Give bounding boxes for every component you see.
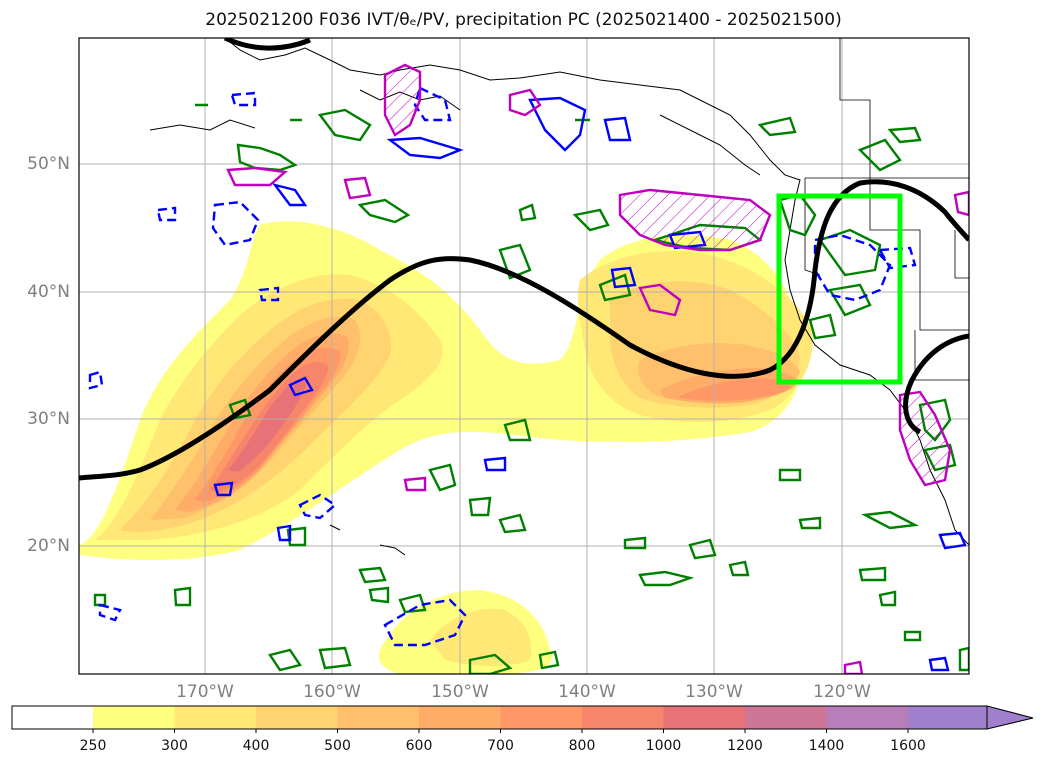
blue-contours bbox=[213, 96, 967, 672]
colorbar-label: 400 bbox=[242, 738, 270, 754]
colorbar-swatch-under bbox=[12, 706, 93, 729]
colorbar-swatch bbox=[826, 706, 909, 729]
colorbar-label: 300 bbox=[161, 738, 188, 754]
colorbar-swatch bbox=[582, 706, 664, 729]
colorbar-label: 250 bbox=[79, 738, 107, 754]
map-title: 2025021200 F036 IVT/θₑ/PV, precipitation… bbox=[205, 10, 842, 30]
colorbar-swatch bbox=[256, 706, 338, 729]
map-frame bbox=[78, 37, 970, 675]
colorbar-swatch bbox=[745, 706, 827, 729]
lon-label-120w: 120°W bbox=[813, 682, 871, 702]
jet-lines bbox=[79, 38, 969, 481]
precipitation-region-box bbox=[776, 193, 903, 385]
colorbar-swatch bbox=[419, 706, 501, 729]
lon-label-160w: 160°W bbox=[303, 682, 361, 702]
colorbar-label: 1400 bbox=[808, 738, 845, 754]
colorbar-extend-arrow bbox=[986, 705, 1034, 730]
colorbar-swatches bbox=[12, 706, 987, 729]
colorbar-ticks bbox=[92, 729, 909, 733]
colorbar-frame bbox=[11, 705, 988, 730]
colorbar-label: 1200 bbox=[727, 738, 763, 754]
lat-label-20n: 20°N bbox=[27, 536, 70, 556]
colorbar-label: 1600 bbox=[890, 738, 926, 754]
magenta-contours bbox=[226, 63, 969, 674]
lon-label-140w: 140°W bbox=[558, 682, 616, 702]
colorbar-label: 800 bbox=[568, 738, 596, 754]
colorbar-label: 1000 bbox=[645, 738, 682, 754]
lat-label-50n: 50°N bbox=[27, 154, 70, 174]
colorbar-swatch bbox=[93, 706, 175, 729]
lat-label-40n: 40°N bbox=[27, 282, 70, 302]
green-contours bbox=[93, 103, 969, 674]
lon-label-170w: 170°W bbox=[176, 682, 234, 702]
colorbar-swatch bbox=[337, 706, 420, 729]
colorbar-label: 600 bbox=[405, 738, 433, 754]
colorbar-label: 700 bbox=[487, 738, 514, 754]
lon-label-130w: 130°W bbox=[685, 682, 743, 702]
lat-label-30n: 30°N bbox=[27, 409, 70, 429]
colorbar-swatch bbox=[174, 706, 257, 729]
colorbar-label: 500 bbox=[324, 738, 351, 754]
colorbar-swatch bbox=[500, 706, 583, 729]
coastline bbox=[149, 38, 969, 556]
colorbar-swatch bbox=[663, 706, 746, 729]
lon-label-150w: 150°W bbox=[431, 682, 489, 702]
colorbar-swatch bbox=[908, 706, 987, 729]
